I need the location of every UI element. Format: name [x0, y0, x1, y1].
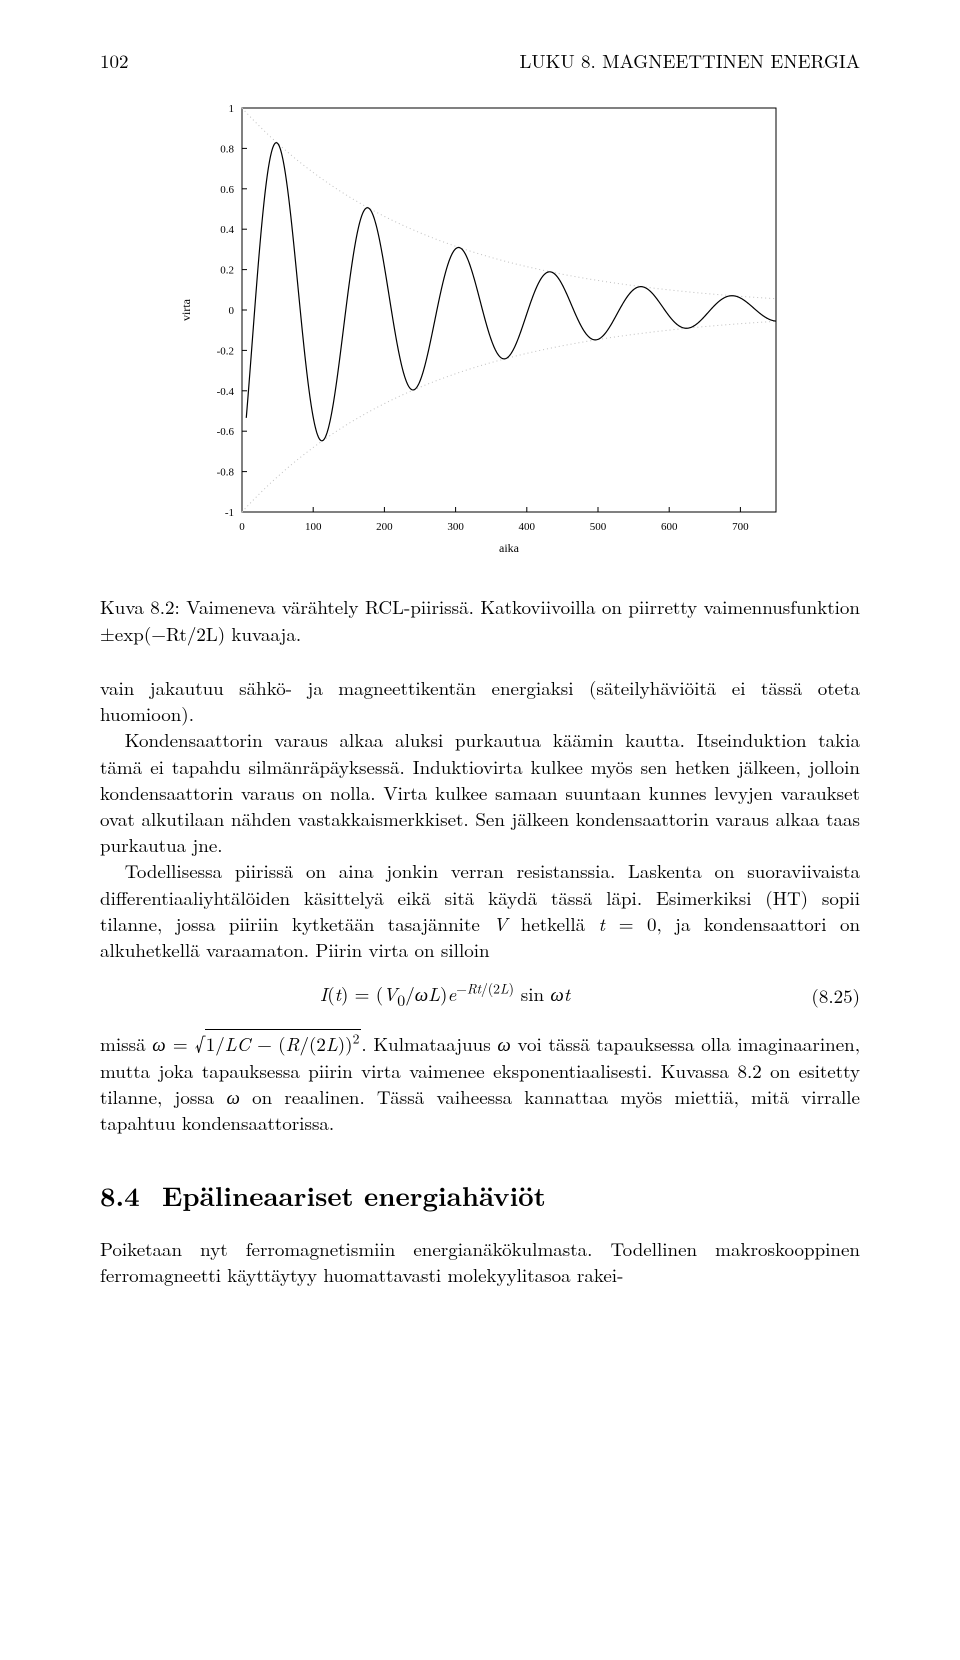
svg-text:-0.2: -0.2 — [217, 346, 234, 358]
equation-body: I(t) = (V0/ωL)e−Rt/(2L) sin ωt — [100, 981, 790, 1011]
paragraph-4: missä ω = 1/LC − (R/(2L))2. Kulmataajuus… — [100, 1029, 860, 1137]
svg-text:0: 0 — [229, 305, 235, 317]
paragraph-2: Kondensaattorin varaus alkaa aluksi purk… — [100, 727, 860, 858]
figure-caption: Kuva 8.2: Vaimeneva värähtely RCL-piiris… — [100, 594, 860, 646]
svg-text:200: 200 — [376, 521, 393, 533]
section-heading: 8.4Epälineaariset energiahäviöt — [100, 1176, 860, 1213]
running-head: 102 LUKU 8. MAGNEETTINEN ENERGIA — [100, 48, 860, 74]
inline-t0: t = 0 — [599, 910, 657, 937]
svg-text:500: 500 — [590, 521, 607, 533]
svg-text:600: 600 — [661, 521, 678, 533]
page-root: 102 LUKU 8. MAGNEETTINEN ENERGIA 0 100 200… — [0, 0, 960, 1348]
inline-omega-1: ω — [497, 1030, 510, 1057]
section-title: Epälineaariset energiahäviöt — [162, 1175, 546, 1214]
svg-text:700: 700 — [732, 521, 749, 533]
svg-text:300: 300 — [447, 521, 464, 533]
p3-text-b: hetkellä — [507, 910, 598, 937]
figure: 0 100 200 300 400 500 600 700 -1 -0.8 -0.6 -0.4 -0.2… — [170, 98, 790, 574]
p4-text-a: missä — [100, 1030, 152, 1057]
figure-svg: 0 100 200 300 400 500 600 700 -1 -0.8 -0.6 -0.4 -0.2… — [170, 98, 790, 568]
svg-text:virta: virta — [179, 299, 193, 322]
p4-text-b: . Kulmataajuus — [361, 1030, 497, 1057]
svg-text:-0.8: -0.8 — [217, 467, 235, 479]
paragraph-5: Poiketaan nyt ferromagnetismiin energian… — [100, 1236, 860, 1288]
svg-text:0.4: 0.4 — [220, 224, 234, 236]
section-number: 8.4 — [100, 1176, 162, 1213]
page-number: 102 — [100, 48, 129, 74]
caption-text: Vaimeneva värähtely RCL-piirissä. Katkov… — [100, 593, 860, 646]
svg-text:-0.4: -0.4 — [217, 386, 235, 398]
svg-text:0: 0 — [239, 521, 245, 533]
paragraph-3: Todellisessa piirissä on aina jonkin ver… — [100, 858, 860, 963]
svg-text:400: 400 — [519, 521, 536, 533]
svg-text:-0.6: -0.6 — [217, 426, 235, 438]
svg-text:0.6: 0.6 — [220, 184, 234, 196]
svg-text:0.8: 0.8 — [220, 144, 234, 156]
running-title: LUKU 8. MAGNEETTINEN ENERGIA — [520, 48, 860, 74]
inline-omega-def: ω = 1/LC − (R/(2L))2 — [152, 1030, 361, 1057]
equation-8-25: I(t) = (V0/ωL)e−Rt/(2L) sin ωt (8.25) — [100, 981, 860, 1011]
inline-omega-2: ω — [227, 1083, 240, 1110]
svg-text:100: 100 — [305, 521, 322, 533]
caption-label: Kuva 8.2: — [100, 593, 180, 620]
svg-text:aika: aika — [499, 541, 520, 555]
svg-text:1: 1 — [229, 103, 235, 115]
inline-V: V — [493, 910, 507, 937]
svg-text:0.2: 0.2 — [220, 265, 234, 277]
paragraph-1: vain jakautuu sähkö- ja magneettikentän … — [100, 675, 860, 727]
equation-number: (8.25) — [790, 983, 860, 1009]
svg-text:-1: -1 — [225, 507, 234, 519]
